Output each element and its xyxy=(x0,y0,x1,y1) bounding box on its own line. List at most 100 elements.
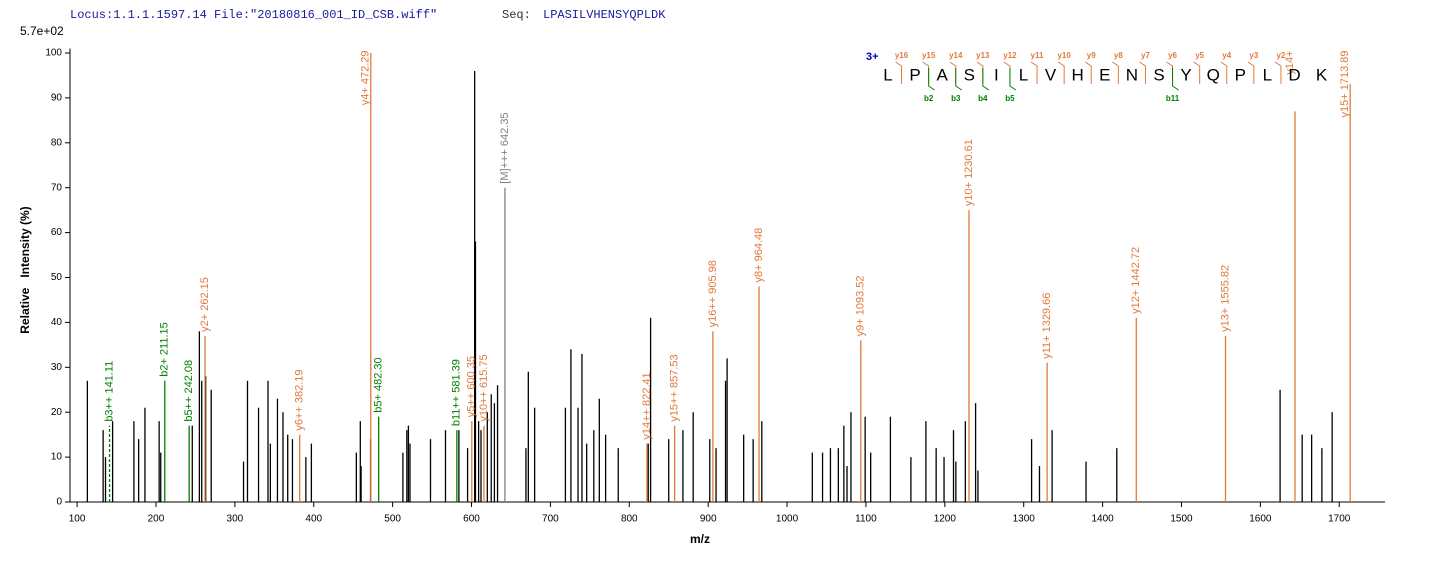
x-tick-label: 100 xyxy=(69,514,86,525)
residue: P xyxy=(909,65,920,84)
x-tick-label: 900 xyxy=(700,514,717,525)
y-ion-bracket xyxy=(1112,61,1119,84)
residue: L xyxy=(883,65,892,84)
b-ion: b2 xyxy=(924,94,934,103)
b-ion: b3 xyxy=(951,94,961,103)
residue: E xyxy=(1099,65,1110,84)
y-ion: y3 xyxy=(1249,51,1258,60)
x-tick-label: 400 xyxy=(305,514,322,525)
y-tick-label: 20 xyxy=(51,407,63,418)
y-ion-bracket xyxy=(1247,61,1255,84)
residue: A xyxy=(937,65,949,84)
peak-label: y10+ 1230.61 xyxy=(963,139,975,206)
y-ion-bracket xyxy=(922,61,930,84)
x-tick-label: 1000 xyxy=(776,514,799,525)
y-ion-bracket xyxy=(1057,61,1065,84)
y-ion-bracket xyxy=(1030,61,1038,84)
y-ion: y9 xyxy=(1087,51,1096,60)
residue: D xyxy=(1288,65,1300,84)
y-tick-label: 70 xyxy=(51,182,63,193)
x-tick-label: 800 xyxy=(621,514,638,525)
peak-label: b3++ 141.11 xyxy=(103,361,115,422)
y-axis-label: Relative Intensity (%) xyxy=(18,206,32,333)
peak-label: y4+ 472.29 xyxy=(360,51,372,106)
y-ion: y16 xyxy=(895,51,909,60)
residue: S xyxy=(964,65,975,84)
y-tick-label: 40 xyxy=(51,317,63,328)
charge: 3+ xyxy=(866,51,879,63)
y-ion: y2 xyxy=(1276,51,1285,60)
y-ion-bracket xyxy=(1193,61,1201,84)
y-tick-label: 10 xyxy=(51,452,63,463)
x-tick-label: 300 xyxy=(227,514,244,525)
y-ion: y10 xyxy=(1057,51,1071,60)
peak-label: y14++ 822.41 xyxy=(641,372,653,439)
peak-label: b2+ 211.15 xyxy=(159,322,171,377)
x-tick-label: 1700 xyxy=(1328,514,1351,525)
y-ion: y11 xyxy=(1031,51,1044,60)
y-ion-bracket xyxy=(1220,61,1228,84)
y-ion: y7 xyxy=(1141,51,1150,60)
peak-label: b11++ 581.39 xyxy=(451,359,463,426)
b-ion-bracket xyxy=(1009,68,1017,91)
y-ion: y6 xyxy=(1168,51,1177,60)
y-tick-label: 30 xyxy=(51,362,63,373)
y-ion-bracket xyxy=(1274,61,1282,84)
scale-label: 5.7e+02 xyxy=(20,24,64,38)
residue: Y xyxy=(1180,65,1191,84)
x-tick-label: 1400 xyxy=(1091,514,1114,525)
peak-label: y8+ 964.48 xyxy=(753,228,765,283)
y-ion-bracket xyxy=(976,61,984,84)
b-ion-bracket xyxy=(982,68,990,91)
y-ion: y12 xyxy=(1003,51,1017,60)
x-tick-label: 200 xyxy=(148,514,165,525)
y-ion: y13 xyxy=(976,51,990,60)
peak-label: y2+ 262.15 xyxy=(199,277,211,332)
peak-label: y15++ 857.53 xyxy=(669,354,681,421)
peak-label: y16++ 905.98 xyxy=(707,260,719,327)
x-tick-label: 1600 xyxy=(1249,514,1272,525)
b-ion: b5 xyxy=(1005,94,1015,103)
peak-label: y13+ 1555.82 xyxy=(1219,265,1231,332)
residue: Q xyxy=(1207,65,1220,84)
peak-label: y9+ 1093.52 xyxy=(855,275,867,336)
b-ion-bracket xyxy=(928,68,935,91)
y-tick-label: 80 xyxy=(51,137,63,148)
y-ion-bracket xyxy=(1084,61,1092,84)
residue: S xyxy=(1153,65,1164,84)
y-ion-bracket xyxy=(1166,61,1174,84)
y-ion-bracket xyxy=(1003,61,1011,84)
locus: Locus:1.1.1.1597.14 File:"20180816_001_I… xyxy=(70,8,437,22)
peak-label: y15+ 1713.89 xyxy=(1339,51,1351,118)
residue: L xyxy=(1263,65,1272,84)
y-tick-label: 60 xyxy=(51,227,63,238)
x-tick-label: 500 xyxy=(384,514,401,525)
b-ion: b4 xyxy=(978,94,988,103)
y-ion: y15 xyxy=(922,51,936,60)
residue: L xyxy=(1019,65,1028,84)
x-tick-label: 700 xyxy=(542,514,559,525)
peak-label: y11+ 1329.66 xyxy=(1041,293,1053,359)
x-tick-label: 600 xyxy=(463,514,480,525)
peak-label: [M]+++ 642.35 xyxy=(499,112,511,183)
residue: P xyxy=(1235,65,1246,84)
peak-label: b5+ 482.30 xyxy=(373,357,385,412)
seq-label: Seq: xyxy=(502,8,531,22)
residue: V xyxy=(1045,65,1057,84)
y-ion: y8 xyxy=(1114,51,1123,60)
x-tick-label: 1100 xyxy=(855,514,877,525)
x-tick-label: 1200 xyxy=(934,514,957,525)
x-tick-label: 1300 xyxy=(1013,514,1036,525)
x-axis-label: m/z xyxy=(690,532,710,546)
residue: H xyxy=(1072,65,1084,84)
b-ion: b11 xyxy=(1166,94,1180,103)
y-ion: y5 xyxy=(1195,51,1204,60)
y-ion: y14 xyxy=(949,51,963,60)
residue: N xyxy=(1126,65,1138,84)
peak-label: y6++ 382.19 xyxy=(294,369,306,430)
seq: LPASILVHENSYQPLDK xyxy=(543,8,666,22)
y-ion: y4 xyxy=(1222,51,1231,60)
y-ion-bracket xyxy=(949,61,957,84)
b-ion-bracket xyxy=(955,68,963,91)
